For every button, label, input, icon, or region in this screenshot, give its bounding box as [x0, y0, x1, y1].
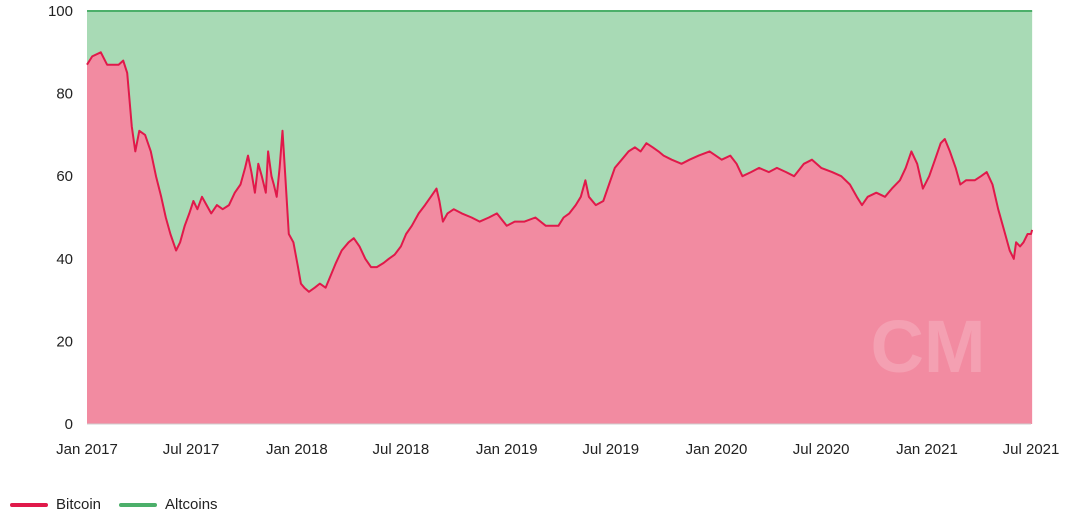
x-tick-label: Jan 2019: [476, 441, 538, 458]
x-tick-label: Jul 2018: [373, 441, 430, 458]
legend-item-altcoins[interactable]: Altcoins: [119, 496, 218, 513]
bitcoin-area: [87, 52, 1033, 425]
x-axis: Jan 2017 Jul 2017 Jan 2018 Jul 2018 Jan 2019…: [56, 423, 1060, 458]
y-tick-label: 60: [56, 168, 73, 185]
bitcoin-swatch: [10, 502, 48, 507]
y-axis: 0 20 40 60 80 100: [48, 3, 73, 433]
x-tick-label: Jul 2017: [163, 441, 220, 458]
watermark-logo: CM: [870, 305, 985, 388]
y-tick-label: 100: [48, 3, 73, 20]
altcoins-area: [87, 11, 1033, 292]
x-tick-label: Jul 2021: [1003, 441, 1060, 458]
bitcoin-line: [86, 51, 1034, 293]
legend: Bitcoin Altcoins: [10, 496, 218, 513]
x-tick-label: Jan 2018: [266, 441, 328, 458]
x-tick-label: Jan 2021: [896, 441, 958, 458]
y-tick-label: 40: [56, 251, 73, 268]
y-tick-label: 80: [56, 86, 73, 103]
x-tick-label: Jul 2019: [582, 441, 639, 458]
legend-item-bitcoin[interactable]: Bitcoin: [10, 496, 101, 513]
altcoins-swatch: [119, 502, 158, 507]
watermark-text: CM: [870, 305, 985, 388]
x-tick-label: Jan 2020: [686, 441, 748, 458]
y-tick-label: 20: [56, 333, 73, 350]
y-tick-label: 0: [65, 416, 73, 433]
x-tick-label: Jul 2020: [793, 441, 850, 458]
legend-label-altcoins: Altcoins: [165, 496, 218, 513]
x-tick-label: Jan 2017: [56, 441, 118, 458]
legend-label-bitcoin: Bitcoin: [56, 496, 102, 513]
